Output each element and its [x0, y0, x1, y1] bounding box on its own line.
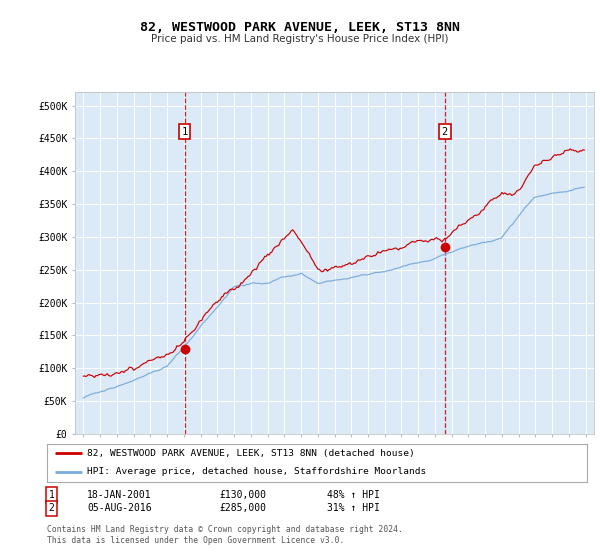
Text: 1: 1	[49, 490, 55, 500]
Text: 05-AUG-2016: 05-AUG-2016	[87, 503, 152, 514]
Text: 2: 2	[49, 503, 55, 514]
Text: £285,000: £285,000	[219, 503, 266, 514]
Text: HPI: Average price, detached house, Staffordshire Moorlands: HPI: Average price, detached house, Staf…	[88, 467, 427, 476]
Text: 31% ↑ HPI: 31% ↑ HPI	[327, 503, 380, 514]
Text: 48% ↑ HPI: 48% ↑ HPI	[327, 490, 380, 500]
Text: 82, WESTWOOD PARK AVENUE, LEEK, ST13 8NN (detached house): 82, WESTWOOD PARK AVENUE, LEEK, ST13 8NN…	[88, 449, 415, 458]
Text: 2: 2	[442, 127, 448, 137]
Text: 82, WESTWOOD PARK AVENUE, LEEK, ST13 8NN: 82, WESTWOOD PARK AVENUE, LEEK, ST13 8NN	[140, 21, 460, 34]
Text: 18-JAN-2001: 18-JAN-2001	[87, 490, 152, 500]
Text: 1: 1	[182, 127, 188, 137]
Text: Price paid vs. HM Land Registry's House Price Index (HPI): Price paid vs. HM Land Registry's House …	[151, 34, 449, 44]
Text: Contains HM Land Registry data © Crown copyright and database right 2024.
This d: Contains HM Land Registry data © Crown c…	[47, 525, 403, 545]
Text: £130,000: £130,000	[219, 490, 266, 500]
